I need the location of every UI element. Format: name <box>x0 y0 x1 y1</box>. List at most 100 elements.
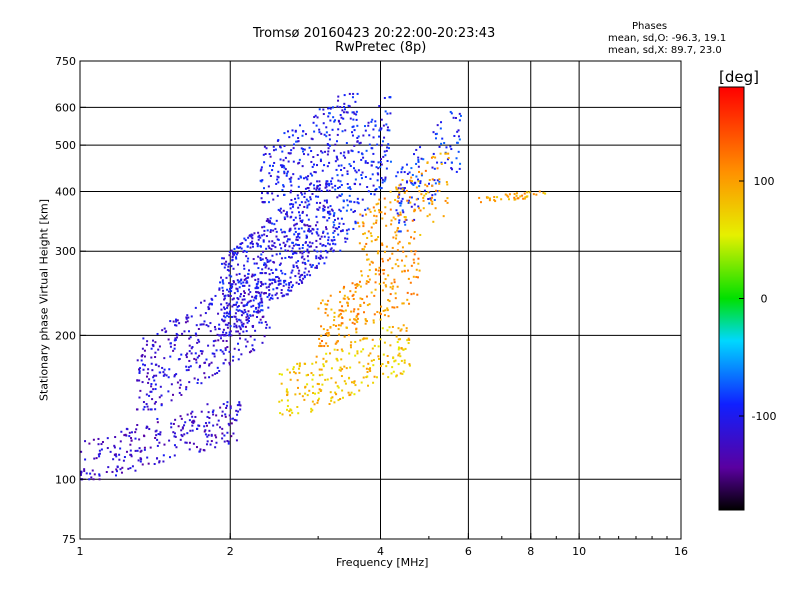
data-point <box>311 174 314 177</box>
data-point <box>232 267 235 270</box>
data-point <box>347 150 350 153</box>
data-point <box>236 251 239 254</box>
data-point <box>263 292 266 295</box>
data-point <box>387 361 390 364</box>
data-point <box>338 290 341 293</box>
data-point <box>399 338 402 341</box>
data-point <box>217 339 220 342</box>
data-point <box>255 242 258 245</box>
data-point <box>281 150 284 153</box>
data-point <box>314 224 317 227</box>
data-point <box>188 419 191 422</box>
data-point <box>266 229 269 232</box>
data-point <box>493 196 496 199</box>
data-point <box>488 199 491 202</box>
data-point <box>261 304 264 307</box>
data-point <box>134 437 137 440</box>
data-point <box>211 410 214 413</box>
data-point <box>326 314 329 317</box>
data-point <box>211 352 214 355</box>
data-point <box>317 399 320 402</box>
data-point <box>331 209 334 212</box>
data-point <box>221 350 224 353</box>
data-point <box>188 330 191 333</box>
data-point <box>261 341 264 344</box>
data-point <box>157 348 160 351</box>
data-point <box>194 332 197 335</box>
data-point <box>89 472 92 475</box>
data-point <box>301 210 304 213</box>
data-point <box>311 264 314 267</box>
data-point <box>224 349 227 352</box>
data-point <box>338 313 341 316</box>
data-point <box>304 392 307 395</box>
data-point <box>364 160 367 163</box>
data-point <box>347 186 350 189</box>
data-point <box>342 154 345 157</box>
data-point <box>325 182 328 185</box>
data-point <box>393 306 396 309</box>
data-point <box>423 194 426 197</box>
data-point <box>188 448 191 451</box>
data-point <box>299 220 302 223</box>
data-point <box>221 280 224 283</box>
data-point <box>364 318 367 321</box>
data-point <box>365 242 368 245</box>
data-point <box>365 280 368 283</box>
data-point <box>79 473 82 476</box>
data-point <box>410 264 413 267</box>
data-point <box>185 365 188 368</box>
data-point <box>434 133 437 136</box>
data-point <box>323 345 326 348</box>
data-point <box>362 376 365 379</box>
data-point <box>412 292 415 295</box>
data-point <box>311 165 314 168</box>
data-point <box>244 338 247 341</box>
data-point <box>337 399 340 402</box>
data-point <box>356 201 359 204</box>
data-point <box>356 140 359 143</box>
data-point <box>175 336 178 339</box>
data-point <box>188 381 191 384</box>
colorbar-tick-label: 100 <box>754 175 775 188</box>
data-point <box>235 318 238 321</box>
data-point <box>292 264 295 267</box>
data-point <box>158 460 161 463</box>
data-point <box>328 189 331 192</box>
data-point <box>185 369 188 372</box>
data-point <box>263 161 266 164</box>
data-point <box>254 329 257 332</box>
data-point <box>250 350 253 353</box>
data-point <box>241 242 244 245</box>
data-point <box>374 268 377 271</box>
data-point <box>337 233 340 236</box>
data-point <box>367 190 370 193</box>
data-point <box>265 323 268 326</box>
data-point <box>275 235 278 238</box>
data-point <box>218 328 221 331</box>
data-point <box>416 293 419 296</box>
data-point <box>458 112 461 115</box>
data-point <box>450 148 453 151</box>
data-point <box>265 257 268 260</box>
data-point <box>351 321 354 324</box>
data-point <box>83 469 86 472</box>
data-point <box>297 140 300 143</box>
data-point <box>341 396 344 399</box>
data-point <box>431 166 434 169</box>
data-point <box>226 314 229 317</box>
data-point <box>170 383 173 386</box>
data-point <box>226 306 229 309</box>
data-point <box>271 254 274 257</box>
data-point <box>159 433 162 436</box>
data-point <box>322 365 325 368</box>
data-point <box>399 211 402 214</box>
data-point <box>294 129 297 132</box>
data-point <box>335 168 338 171</box>
data-point <box>139 460 142 463</box>
data-point <box>320 325 323 328</box>
data-point <box>292 160 295 163</box>
data-point <box>272 198 275 201</box>
data-point <box>200 301 203 304</box>
data-point <box>258 234 261 237</box>
